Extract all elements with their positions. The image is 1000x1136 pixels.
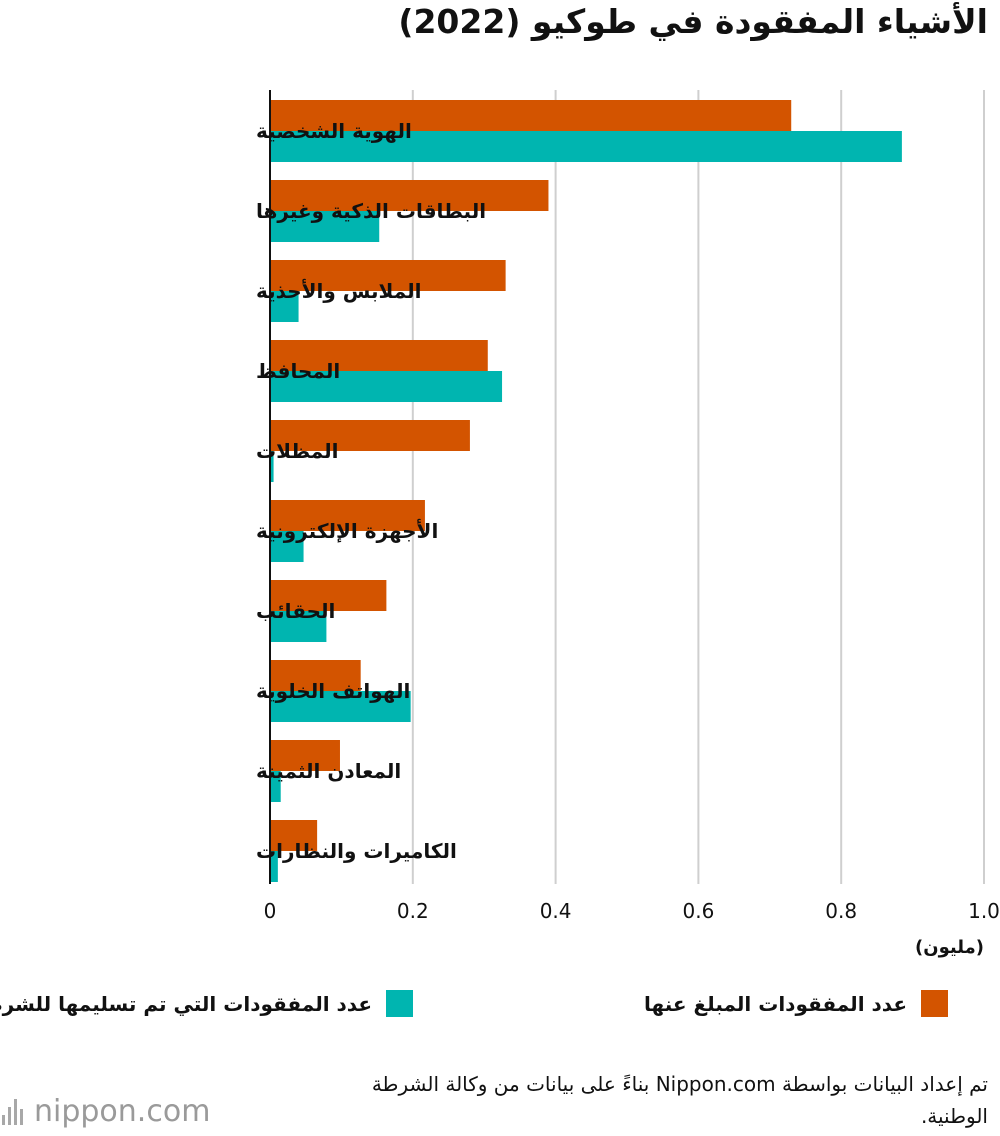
category-label-5: الأجهزة الإلكترونية [256, 518, 438, 543]
bar-reported-6 [270, 580, 387, 611]
bar-handed-in-2 [270, 291, 299, 322]
bar-reported-1 [270, 180, 549, 211]
category-label-9: الكاميرات والنظارات [256, 839, 457, 863]
bar-reported-2 [270, 260, 506, 291]
legend-item-reported: عدد المفقودات المبلغ عنها [644, 990, 948, 1017]
nippon-logo-icon [2, 1098, 26, 1125]
bar-chart: 0 0.2 0.4 0.6 0.8 1.0 (مليون) الهوية الشخصية الب… [256, 90, 1000, 958]
nippon-logo: nippon.com [2, 1094, 210, 1129]
x-tick-label-4: 0.8 [825, 899, 857, 923]
bar-reported-4 [270, 420, 470, 451]
bar-reported-7 [270, 660, 361, 691]
bar-handed-in-3 [270, 371, 503, 402]
x-tick-label-3: 0.6 [682, 899, 714, 923]
bar-handed-in-4 [270, 451, 274, 482]
legend-label-reported: عدد المفقودات المبلغ عنها [644, 991, 907, 1016]
x-tick-label-5: 1.0 [968, 899, 1000, 923]
bar-handed-in-9 [270, 851, 278, 882]
bar-reported-9 [270, 820, 318, 851]
category-label-7: الهواتف الخلوية [256, 679, 410, 703]
x-tick-label-2: 0.4 [540, 899, 572, 923]
bar-reported-0 [270, 100, 792, 131]
bar-handed-in-8 [270, 771, 281, 802]
bar-handed-in-1 [270, 211, 380, 242]
category-label-4: المظلات [256, 439, 339, 463]
legend-swatch-reported [921, 990, 948, 1017]
x-tick-label-0: 0 [264, 899, 277, 923]
legend-item-handed-in: عدد المفقودات التي تم تسليمها للشرطة [0, 990, 413, 1017]
legend-swatch-handed-in [386, 990, 413, 1017]
category-label-8: المعادن الثمينة [256, 759, 401, 783]
x-unit-label: (مليون) [915, 937, 984, 958]
bar-reported-8 [270, 740, 340, 771]
bar-handed-in-5 [270, 531, 304, 562]
category-label-1: البطاقات الذكية وغيرها [256, 199, 486, 223]
category-label-6: الحقائب [256, 599, 335, 623]
category-label-2: الملابس والأحذية [256, 278, 422, 303]
category-label-3: المحافظ [256, 359, 340, 383]
bar-reported-5 [270, 500, 425, 531]
chart-title: الأشياء المفقودة في طوكيو (2022) [398, 2, 988, 41]
legend-label-handed-in: عدد المفقودات التي تم تسليمها للشرطة [0, 991, 372, 1016]
bar-reported-3 [270, 340, 488, 371]
bar-handed-in-0 [270, 131, 902, 162]
category-label-0: الهوية الشخصية [256, 119, 412, 143]
bar-handed-in-6 [270, 611, 327, 642]
bar-handed-in-7 [270, 691, 411, 722]
x-tick-label-1: 0.2 [397, 899, 429, 923]
logo-text: nippon.com [34, 1094, 211, 1129]
source-note: تم إعداد البيانات بواسطة Nippon.com بناء… [371, 1072, 988, 1128]
